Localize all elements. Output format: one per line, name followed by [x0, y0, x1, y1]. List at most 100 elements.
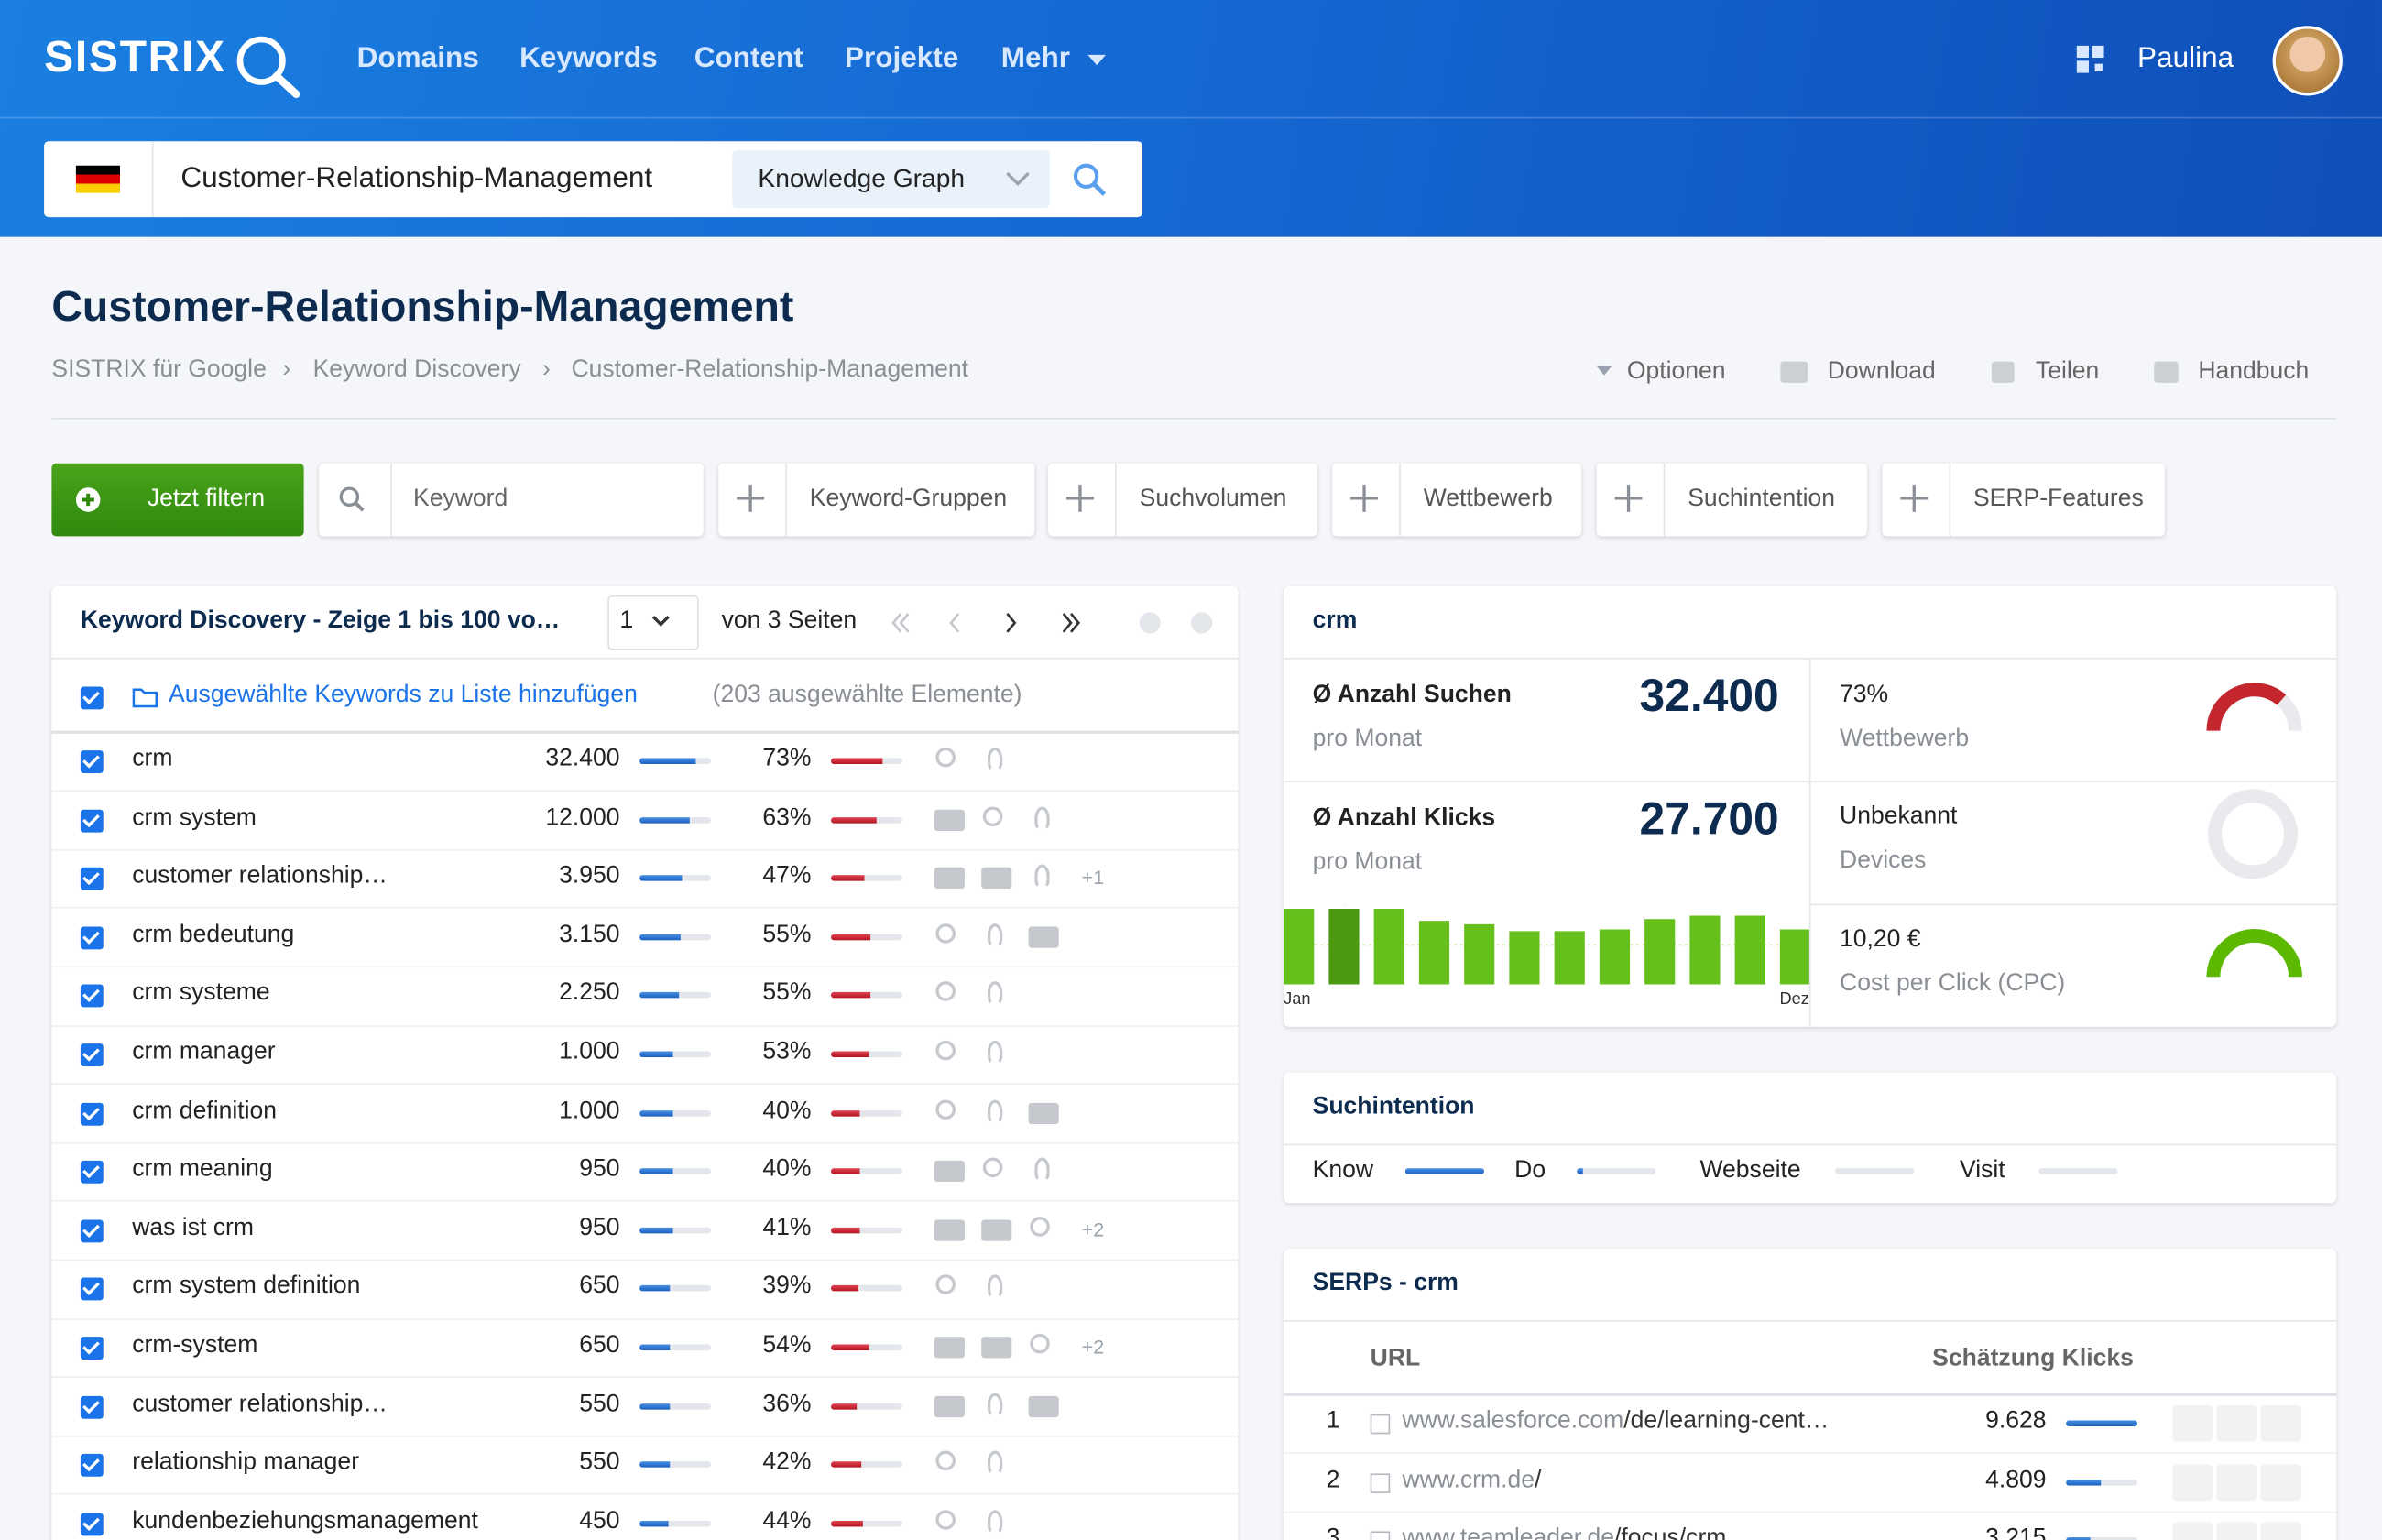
row-divider: [51, 1317, 1238, 1319]
search-volume: 12.000: [545, 804, 619, 832]
competition-bar: [831, 1285, 902, 1292]
page-number: 1: [620, 607, 634, 635]
row-divider: [51, 1024, 1238, 1026]
divider: [1664, 464, 1666, 537]
row-checkbox[interactable]: [81, 750, 104, 773]
flag[interactable]: [76, 166, 120, 193]
keyword[interactable]: customer relationship…: [132, 1391, 388, 1418]
volume-bar: [639, 816, 711, 823]
row-action[interactable]: [2216, 1523, 2257, 1540]
user-name[interactable]: Paulina: [2137, 42, 2234, 75]
filter-chip-label: Keyword-Gruppen: [810, 486, 1007, 514]
pager-icons[interactable]: [889, 611, 1223, 636]
competition-bar-fill: [831, 1109, 859, 1116]
breadcrumb[interactable]: SISTRIX für Google: [51, 357, 266, 385]
action[interactable]: Teilen: [2036, 358, 2099, 386]
row-checkbox[interactable]: [81, 1161, 104, 1184]
keyword[interactable]: crm system definition: [132, 1273, 360, 1301]
nav-item[interactable]: Domains: [357, 42, 479, 75]
divider: [0, 117, 2382, 119]
keyword[interactable]: crm meaning: [132, 1156, 272, 1184]
row-action[interactable]: [2260, 1523, 2301, 1540]
logo[interactable]: SISTRIX: [44, 33, 226, 83]
clicks: 4.809: [1985, 1467, 2046, 1494]
keyword[interactable]: crm: [132, 746, 172, 773]
keyword[interactable]: crm system: [132, 804, 257, 832]
nav-item[interactable]: Content: [694, 42, 803, 75]
keyword[interactable]: kundenbeziehungsmanagement: [132, 1508, 478, 1535]
breadcrumb[interactable]: Keyword Discovery: [313, 357, 521, 385]
keyword[interactable]: crm systeme: [132, 980, 269, 1008]
url[interactable]: www.salesforce.com/de/learning-cent…: [1402, 1408, 1829, 1436]
action[interactable]: Download: [1828, 358, 1936, 386]
intent-bar: [1835, 1168, 1914, 1174]
keyword[interactable]: crm definition: [132, 1098, 277, 1125]
keyword[interactable]: crm bedeutung: [132, 922, 294, 949]
action[interactable]: Handbuch: [2198, 358, 2309, 386]
keyword[interactable]: crm manager: [132, 1039, 275, 1066]
row-checkbox[interactable]: [81, 868, 104, 890]
search-volume: 3.150: [559, 922, 619, 949]
keyword-filter[interactable]: [319, 464, 704, 537]
volume-bar: [639, 992, 711, 999]
select-all-checkbox[interactable]: [81, 686, 104, 709]
row-checkbox[interactable]: [81, 1278, 104, 1301]
keyword[interactable]: crm-system: [132, 1332, 257, 1360]
row-checkbox[interactable]: [81, 1102, 104, 1125]
url[interactable]: www.crm.de/: [1402, 1467, 1541, 1494]
divider: [1811, 904, 2337, 906]
competition-bar-fill: [831, 1403, 857, 1409]
row-action[interactable]: [2260, 1405, 2301, 1442]
row-action[interactable]: [2260, 1464, 2301, 1501]
row-checkbox[interactable]: [81, 809, 104, 832]
avatar[interactable]: [2273, 26, 2343, 95]
nav-item[interactable]: Projekte: [845, 42, 958, 75]
search-volume: 1.000: [559, 1098, 619, 1125]
volume-bar-fill: [639, 1403, 670, 1409]
add-to-list[interactable]: Ausgewählte Keywords zu Liste hinzufügen: [169, 683, 638, 710]
keyword[interactable]: relationship manager: [132, 1449, 359, 1477]
row-action[interactable]: [2172, 1405, 2213, 1442]
row-checkbox[interactable]: [81, 1513, 104, 1535]
url[interactable]: www.teamleader.de/focus/crm: [1402, 1525, 1726, 1540]
row-checkbox[interactable]: [81, 1337, 104, 1360]
row-checkbox[interactable]: [81, 1395, 104, 1418]
search-input[interactable]: Customer-Relationship-Management: [180, 162, 652, 195]
row-checkbox[interactable]: [81, 1219, 104, 1242]
selected-count: (203 ausgewählte Elemente): [713, 683, 1022, 710]
row-checkbox[interactable]: [81, 985, 104, 1008]
page-count: von 3 Seiten: [722, 607, 857, 635]
competition-bar-fill: [831, 1285, 858, 1292]
search-volume: 1.000: [559, 1039, 619, 1066]
volume-bar: [639, 1344, 711, 1350]
competition-bar: [831, 758, 902, 764]
search-icon[interactable]: [1073, 162, 1109, 199]
volume-bar-fill: [639, 758, 695, 764]
keyword[interactable]: customer relationship…: [132, 863, 388, 890]
keyword-input[interactable]: Keyword: [413, 486, 508, 514]
nav-item[interactable]: Mehr: [1001, 42, 1070, 75]
nav-item[interactable]: Keywords: [519, 42, 658, 75]
row-checkbox[interactable]: [81, 926, 104, 949]
divider: [1284, 1320, 2336, 1322]
row-action[interactable]: [2216, 1405, 2257, 1442]
help-icon: [988, 1275, 1003, 1300]
volume-bar: [639, 1520, 711, 1526]
download-icon: [1780, 362, 1808, 383]
keyword[interactable]: was ist crm: [132, 1215, 254, 1242]
search-volume: 950: [579, 1156, 619, 1184]
row-checkbox[interactable]: [81, 1454, 104, 1477]
competition-bar-fill: [831, 934, 870, 940]
action[interactable]: Optionen: [1627, 358, 1726, 386]
row-checkbox[interactable]: [81, 1043, 104, 1066]
row-divider: [1284, 1511, 2336, 1513]
apps-icon[interactable]: [2077, 46, 2107, 76]
row-action[interactable]: [2172, 1464, 2213, 1501]
row-action[interactable]: [2172, 1523, 2213, 1540]
row-action[interactable]: [2216, 1464, 2257, 1501]
volume-bar: [639, 1227, 711, 1233]
competition-bar-fill: [831, 992, 870, 999]
metric-label: Ø Anzahl Klicks: [1313, 805, 1496, 833]
plus: [1900, 485, 1928, 512]
search-volume: 550: [579, 1391, 619, 1418]
